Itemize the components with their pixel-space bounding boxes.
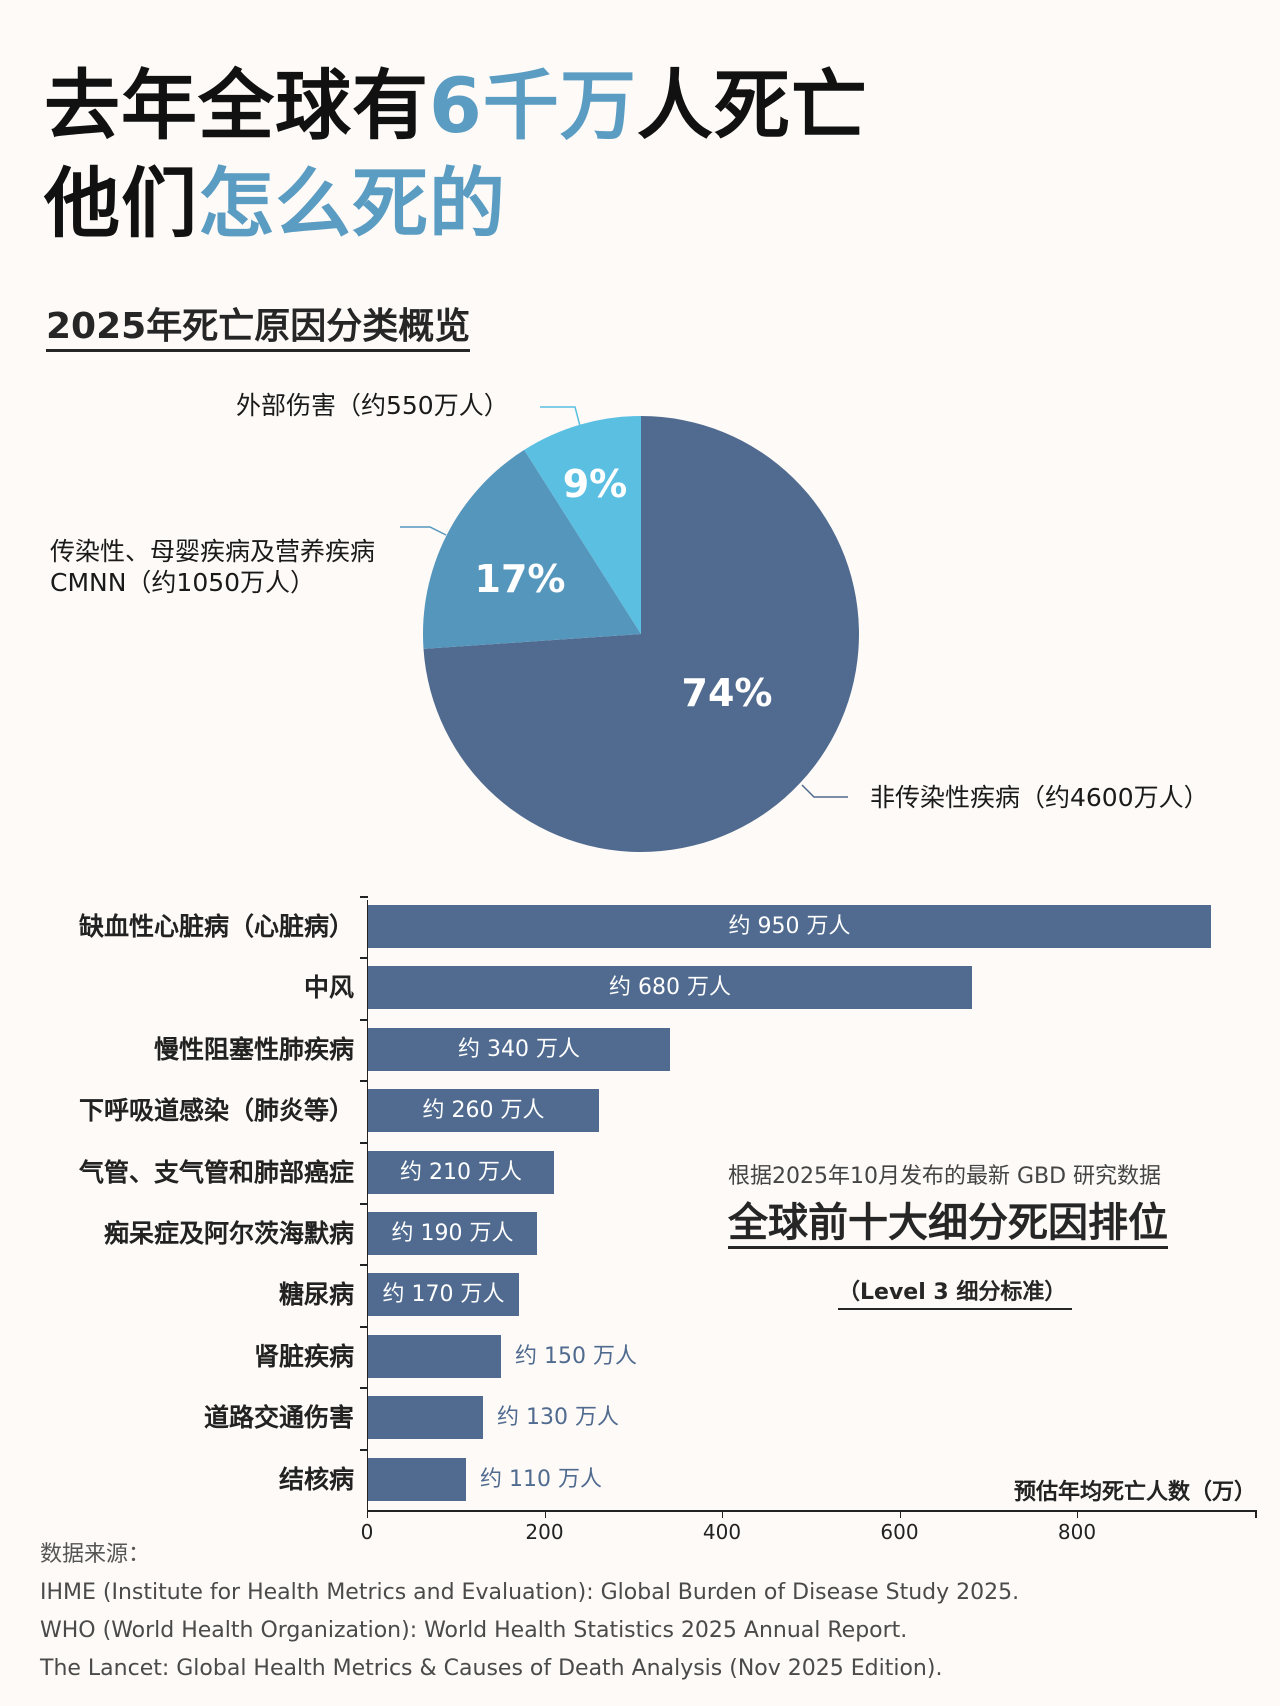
y-axis-tick bbox=[360, 1264, 368, 1266]
bar-value-label: 约 340 万人 bbox=[458, 1037, 580, 1062]
bar-category-label: 肾脏疾病 bbox=[253, 1342, 354, 1371]
x-axis-line bbox=[367, 1510, 1256, 1512]
leader-line-cmnn bbox=[400, 526, 447, 536]
bar[interactable]: 约 260 万人 bbox=[368, 1089, 599, 1132]
bar-value-label: 约 190 万人 bbox=[391, 1221, 514, 1246]
x-axis-tick bbox=[544, 1510, 546, 1518]
x-axis-title: 预估年均死亡人数（万） bbox=[1013, 1480, 1256, 1505]
bar-category-label: 中风 bbox=[303, 973, 354, 1002]
pie-label-cmnn-line1: 传染性、母婴疾病及营养疾病 bbox=[50, 537, 376, 566]
pie-label-cmnn: 传染性、母婴疾病及营养疾病 CMNN（约1050万人） bbox=[50, 536, 375, 599]
source-item: IHME (Institute for Health Metrics and E… bbox=[40, 1580, 1020, 1605]
y-axis-tick bbox=[360, 1080, 368, 1082]
bar[interactable]: 约 190 万人 bbox=[368, 1212, 537, 1255]
pie-label-injury: 外部伤害（约550万人） bbox=[236, 391, 509, 420]
pie-section-title: 2025年死亡原因分类概览 bbox=[46, 306, 471, 353]
bar-value-label: 约 680 万人 bbox=[609, 975, 731, 1000]
x-axis-tick bbox=[722, 1510, 723, 1518]
pie-label-cmnn-line2: CMNN（约1050万人） bbox=[50, 568, 316, 598]
bar-category-label: 糖尿病 bbox=[278, 1280, 354, 1309]
x-axis-tick bbox=[899, 1510, 901, 1518]
bar-category-label: 道路交通伤害 bbox=[203, 1403, 354, 1432]
sources-heading: 数据来源： bbox=[40, 1542, 151, 1567]
x-axis-tick-label: 800 bbox=[1057, 1520, 1097, 1544]
bar-category-label: 气管、支气管和肺部癌症 bbox=[78, 1158, 354, 1187]
bar-value-label: 约 130 万人 bbox=[497, 1405, 619, 1430]
bar[interactable]: 约 170 万人 bbox=[368, 1273, 519, 1316]
pie-label-ncd: 非传染性疾病（约4600万人） bbox=[870, 783, 1209, 812]
bar-value-label: 约 110 万人 bbox=[480, 1467, 602, 1492]
headline-text: 去年全球有 bbox=[44, 61, 429, 150]
y-axis-line bbox=[367, 900, 368, 1511]
bar-category-label: 痴呆症及阿尔茨海默病 bbox=[103, 1219, 354, 1248]
y-axis-tick bbox=[360, 896, 368, 898]
bar[interactable]: 约 210 万人 bbox=[368, 1151, 554, 1194]
y-axis-tick bbox=[360, 1142, 368, 1144]
x-axis-tick-label: 0 bbox=[360, 1520, 374, 1544]
y-axis-tick bbox=[360, 1019, 368, 1021]
bar[interactable]: 约 150 万人 bbox=[368, 1335, 637, 1378]
x-axis-tick-label: 200 bbox=[525, 1520, 564, 1544]
bar-value-label: 约 150 万人 bbox=[515, 1344, 637, 1369]
x-axis-end-tick bbox=[1255, 1510, 1257, 1518]
leader-line-injury bbox=[540, 406, 581, 427]
bar[interactable]: 约 950 万人 bbox=[368, 905, 1211, 948]
bar-value-label: 约 170 万人 bbox=[382, 1282, 505, 1307]
bar[interactable]: 约 340 万人 bbox=[368, 1028, 670, 1071]
bar[interactable]: 约 130 万人 bbox=[368, 1396, 619, 1439]
headline-line-2: 他们怎么死的 bbox=[44, 166, 506, 242]
y-axis-tick bbox=[360, 1326, 368, 1328]
y-axis-tick bbox=[360, 957, 368, 959]
headline-highlight: 怎么死的 bbox=[198, 159, 506, 248]
bar-category-label: 结核病 bbox=[278, 1465, 354, 1494]
bar[interactable]: 约 110 万人 bbox=[368, 1458, 602, 1501]
bar-value-label: 约 210 万人 bbox=[400, 1160, 522, 1185]
headline-highlight: 6千万 bbox=[429, 61, 637, 150]
headline-line-1: 去年全球有6千万人死亡 bbox=[44, 68, 868, 144]
y-axis-tick bbox=[360, 1449, 368, 1451]
bar-note-title: 全球前十大细分死因排位 bbox=[728, 1200, 1168, 1249]
bar-category-label: 慢性阻塞性肺疾病 bbox=[153, 1035, 354, 1064]
bar[interactable]: 约 680 万人 bbox=[368, 966, 972, 1009]
bar-note-level: （Level 3 细分标准） bbox=[838, 1274, 1073, 1310]
bar-category-label: 缺血性心脏病（心脏病） bbox=[78, 912, 354, 941]
headline-text: 他们 bbox=[44, 159, 198, 248]
y-axis-tick bbox=[360, 1203, 368, 1205]
x-axis-tick bbox=[1077, 1510, 1078, 1518]
x-axis-tick-label: 600 bbox=[880, 1520, 919, 1544]
leader-line-ncd bbox=[801, 784, 848, 798]
pie-chart: 9% 17% 74% bbox=[400, 406, 859, 852]
bar-value-label: 约 950 万人 bbox=[728, 914, 851, 939]
pie-slice-cmnn[interactable] bbox=[422, 449, 641, 649]
y-axis-tick bbox=[360, 1387, 368, 1389]
x-axis-tick bbox=[367, 1510, 368, 1518]
bar-note-subtitle: 根据2025年10月发布的最新 GBD 研究数据 bbox=[728, 1164, 1162, 1189]
pct-cmnn: 17% bbox=[475, 557, 566, 601]
pct-ncd: 74% bbox=[682, 671, 773, 715]
bar-category-label: 下呼吸道感染（肺炎等） bbox=[78, 1096, 354, 1125]
pct-injury: 9% bbox=[563, 462, 628, 506]
source-item: The Lancet: Global Health Metrics & Caus… bbox=[40, 1656, 943, 1681]
pie-slice-injury[interactable] bbox=[524, 416, 641, 634]
source-item: WHO (World Health Organization): World H… bbox=[40, 1618, 908, 1643]
x-axis-tick-label: 400 bbox=[702, 1520, 742, 1544]
bar-value-label: 约 260 万人 bbox=[422, 1098, 545, 1123]
headline-text: 人死亡 bbox=[636, 61, 868, 150]
pie-slice-ncd[interactable] bbox=[423, 416, 859, 852]
